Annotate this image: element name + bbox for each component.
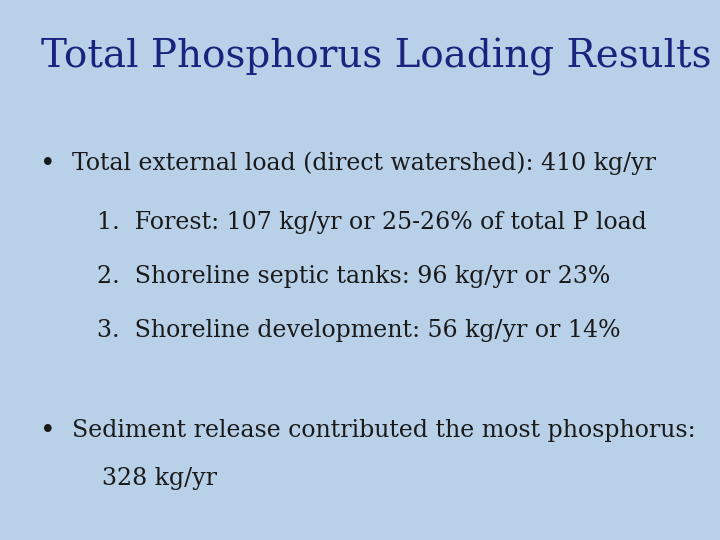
Text: •: •: [40, 418, 55, 443]
Text: 3.  Shoreline development: 56 kg/yr or 14%: 3. Shoreline development: 56 kg/yr or 14…: [97, 319, 621, 342]
Text: 1.  Forest: 107 kg/yr or 25-26% of total P load: 1. Forest: 107 kg/yr or 25-26% of total …: [97, 211, 647, 234]
Text: Total Phosphorus Loading Results: Total Phosphorus Loading Results: [41, 38, 711, 76]
Text: 328 kg/yr: 328 kg/yr: [72, 467, 217, 490]
Text: 2.  Shoreline septic tanks: 96 kg/yr or 23%: 2. Shoreline septic tanks: 96 kg/yr or 2…: [97, 265, 611, 288]
Text: •: •: [40, 151, 55, 176]
Text: Total external load (direct watershed): 410 kg/yr: Total external load (direct watershed): …: [72, 151, 656, 175]
Text: Sediment release contributed the most phosphorus:: Sediment release contributed the most ph…: [72, 418, 696, 442]
